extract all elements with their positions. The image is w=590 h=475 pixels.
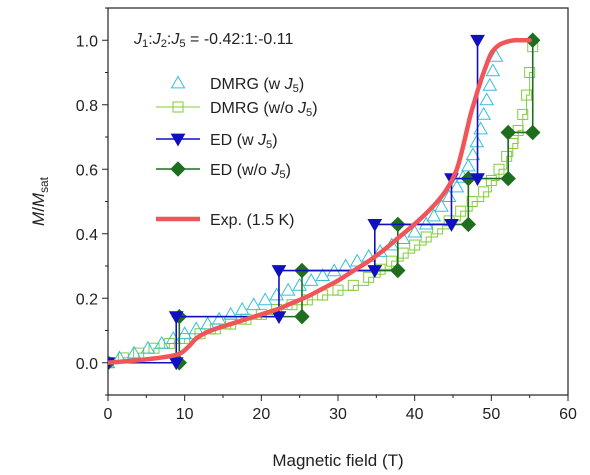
- data-point: [332, 284, 344, 296]
- data-point: [476, 106, 492, 120]
- data-point: [470, 173, 485, 187]
- legend-swatch-marker: [170, 161, 186, 177]
- legend-label: DMRG (w J5): [210, 76, 304, 95]
- data-point: [470, 34, 485, 48]
- data-point: [271, 265, 287, 279]
- data-point: [460, 216, 477, 233]
- data-point: [168, 311, 184, 325]
- data-point: [501, 150, 513, 162]
- data-point: [246, 297, 262, 311]
- legend-swatch-marker: [170, 133, 186, 147]
- series-4-group: [108, 37, 532, 365]
- data-point: [200, 316, 216, 330]
- y-tick-label: 0.2: [76, 291, 98, 308]
- x-axis-title: Magnetic field (T): [272, 451, 403, 470]
- data-point: [409, 239, 421, 251]
- data-point: [280, 282, 296, 296]
- data-point: [165, 331, 181, 344]
- y-tick-label: 0.4: [76, 227, 98, 244]
- legend-swatch-marker: [172, 101, 184, 113]
- data-point: [418, 216, 434, 230]
- data-point: [269, 287, 285, 301]
- y-axis-title: M/Msat: [29, 176, 51, 226]
- data-point: [294, 308, 310, 325]
- data-point: [488, 48, 504, 62]
- data-point: [390, 262, 406, 279]
- legend-item: Exp. (1.5 K): [156, 212, 294, 229]
- data-point: [168, 357, 184, 371]
- data-point: [315, 268, 331, 282]
- data-point: [347, 279, 359, 291]
- data-point: [465, 147, 481, 161]
- data-point: [303, 273, 319, 286]
- x-tick-label: 40: [406, 406, 424, 423]
- legend-item: DMRG (w/o J5): [156, 100, 318, 119]
- data-point: [188, 321, 204, 335]
- data-point: [521, 89, 533, 101]
- y-tick-label: 0.8: [76, 98, 98, 115]
- data-point: [517, 108, 529, 120]
- data-point: [154, 335, 170, 349]
- data-point: [140, 340, 156, 354]
- x-tick-label: 20: [252, 406, 270, 423]
- legend-label: ED (w/o J5): [210, 162, 291, 181]
- data-point: [485, 175, 497, 187]
- data-point: [525, 32, 541, 48]
- data-point: [257, 292, 273, 306]
- data-point: [292, 277, 308, 291]
- data-point: [485, 63, 501, 77]
- data-point: [525, 124, 541, 141]
- legend-item: ED (w/o J5): [156, 161, 291, 181]
- series-1-group: [108, 41, 539, 369]
- legend-item: ED (w J5): [156, 132, 278, 151]
- exchange-ratio-annotation: J1:J2:J5 = -0.42:1:-0.11: [133, 31, 293, 50]
- data-point: [493, 163, 505, 175]
- data-point: [386, 255, 398, 267]
- data-point: [473, 121, 488, 135]
- data-point: [466, 196, 478, 207]
- y-tick-label: 0.6: [76, 162, 98, 179]
- data-point: [367, 265, 383, 279]
- data-point: [126, 345, 142, 359]
- data-point: [338, 258, 354, 272]
- legend-label: DMRG (w/o J5): [210, 100, 318, 119]
- legend-label: ED (w J5): [210, 132, 278, 151]
- data-point: [441, 189, 457, 203]
- data-point: [479, 92, 495, 106]
- y-tick-label: 1.0: [76, 33, 98, 50]
- x-tick-label: 50: [482, 406, 500, 423]
- data-point: [434, 198, 449, 212]
- data-point: [455, 205, 467, 217]
- y-tick-label: 0.0: [76, 356, 98, 373]
- data-point: [500, 124, 516, 141]
- legend-label: Exp. (1.5 K): [210, 212, 294, 229]
- legend-swatch-marker: [170, 75, 186, 89]
- data-point: [177, 326, 193, 340]
- data-point: [482, 77, 498, 91]
- legend-item: DMRG (w J5): [170, 75, 304, 95]
- data-point: [211, 311, 227, 325]
- data-point: [460, 158, 476, 172]
- data-point: [271, 311, 287, 325]
- data-point: [478, 186, 490, 198]
- data-point: [449, 179, 465, 193]
- data-point: [407, 224, 423, 238]
- x-tick-label: 0: [104, 406, 113, 423]
- data-point: [500, 170, 516, 187]
- data-point: [367, 219, 383, 232]
- data-point: [363, 271, 375, 283]
- x-tick-label: 10: [176, 406, 194, 423]
- data-point: [444, 219, 459, 232]
- x-tick-label: 30: [329, 406, 347, 423]
- exp-curve-line: [108, 37, 532, 365]
- data-point: [524, 67, 536, 78]
- data-point: [223, 306, 239, 320]
- data-point: [426, 208, 442, 222]
- data-point: [234, 302, 250, 315]
- x-tick-label: 60: [559, 406, 577, 423]
